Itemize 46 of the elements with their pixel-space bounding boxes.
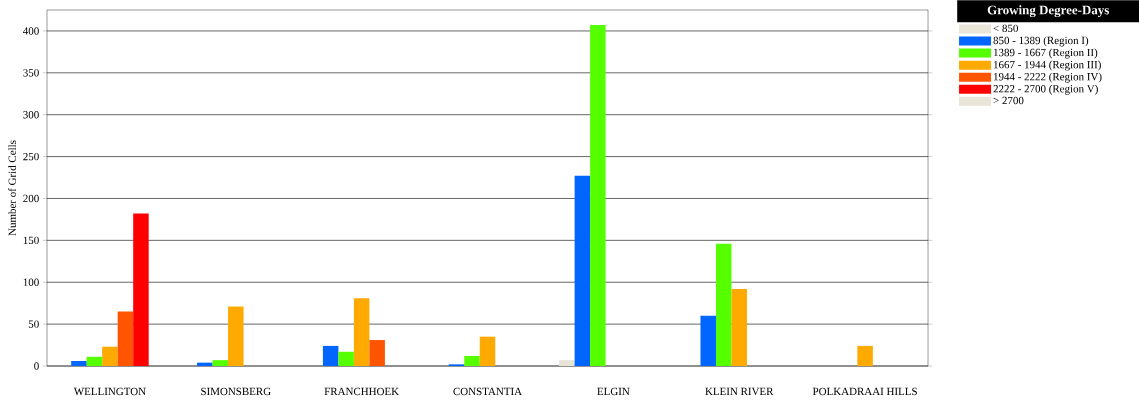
- legend-title: Growing Degree-Days: [987, 5, 1109, 18]
- bar: [731, 288, 747, 366]
- bar: [590, 25, 606, 366]
- x-tick-label: KLEIN RIVER: [705, 387, 774, 396]
- bar: [353, 298, 370, 366]
- y-axis-title: Number of Grid Cells: [8, 140, 16, 236]
- x-tick-label: CONSTANTIA: [453, 387, 522, 396]
- y-tick-label: 150: [23, 236, 39, 245]
- legend-label: 850 - 1389 (Region I): [993, 36, 1089, 47]
- bar: [479, 336, 496, 366]
- bar: [322, 345, 339, 366]
- bar: [133, 213, 149, 366]
- bar: [700, 315, 716, 366]
- y-tick-label: 400: [23, 27, 39, 35]
- legend-label: 2222 - 2700 (Region V): [993, 84, 1098, 95]
- bar: [102, 346, 118, 366]
- bar: [197, 362, 213, 366]
- bar: [86, 356, 103, 366]
- bar: [117, 311, 134, 366]
- y-tick-label: 100: [23, 278, 39, 286]
- bar: [338, 351, 354, 366]
- bar: [559, 360, 575, 366]
- bar: [228, 306, 244, 366]
- bar: [212, 360, 229, 366]
- legend-label: > 2700: [993, 96, 1024, 105]
- legend-label: 1667 - 1944 (Region III): [994, 60, 1101, 71]
- y-tick-label: 0: [34, 362, 39, 370]
- y-tick-label: 300: [23, 111, 39, 119]
- bar: [71, 360, 87, 366]
- bar: [574, 175, 591, 366]
- legend-label: 1389 - 1667 (Region II): [994, 48, 1098, 59]
- x-tick-label: FRANCHHOEK: [324, 387, 399, 396]
- y-tick-label: 350: [23, 69, 39, 77]
- x-tick-label: SIMONSBERG: [201, 387, 271, 396]
- legend-label: < 850: [993, 24, 1018, 33]
- bar: [857, 345, 873, 366]
- bar: [369, 340, 385, 366]
- x-tick-label: POLKADRAAI HILLS: [812, 387, 917, 396]
- legend-label: 1944 - 2222 (Region IV): [994, 72, 1102, 83]
- y-tick-label: 250: [23, 152, 39, 161]
- y-tick-label: 200: [23, 194, 39, 203]
- y-tick-label: 50: [28, 320, 39, 328]
- x-tick-label: ELGIN: [597, 387, 630, 396]
- bar: [715, 243, 732, 366]
- x-tick-label: WELLINGTON: [73, 387, 146, 396]
- bar: [464, 355, 480, 366]
